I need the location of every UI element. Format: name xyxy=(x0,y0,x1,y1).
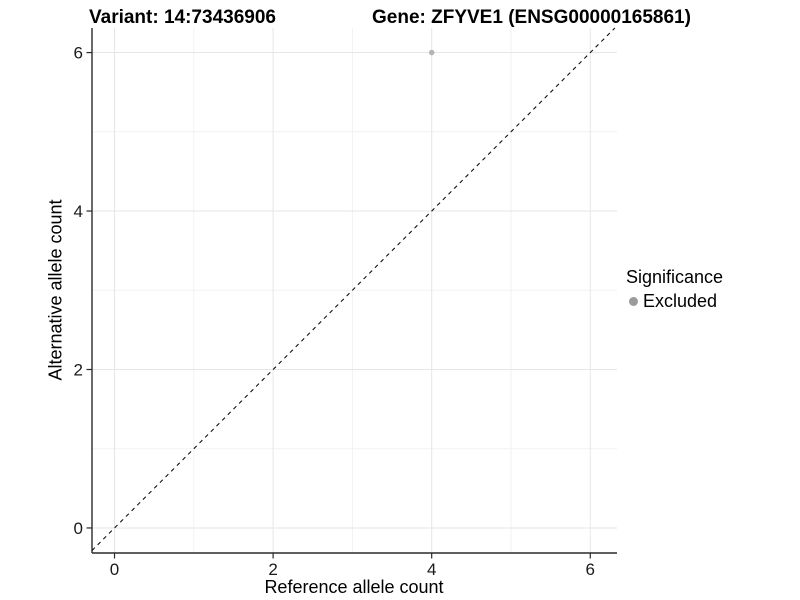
x-tick-label: 0 xyxy=(110,560,119,579)
variant-title: Variant: 14:73436906 xyxy=(89,7,276,28)
excluded-point-icon xyxy=(629,297,638,306)
legend-item: Excluded xyxy=(626,291,723,312)
y-tick-label: 6 xyxy=(74,44,83,63)
x-tick-label: 4 xyxy=(427,560,436,579)
y-axis-title: Alternative allele count xyxy=(45,199,66,381)
x-tick-label: 2 xyxy=(268,560,277,579)
identity-reference-line xyxy=(91,27,616,551)
legend-item-label: Excluded xyxy=(643,291,718,311)
y-tick-label: 0 xyxy=(74,519,83,538)
x-tick-label: 6 xyxy=(586,560,595,579)
gene-title: Gene: ZFYVE1 (ENSG00000165861) xyxy=(372,7,691,28)
legend-title: Significance xyxy=(626,267,724,287)
y-tick-label: 4 xyxy=(74,202,83,221)
y-tick-label: 2 xyxy=(74,360,83,379)
legend: Significance Excluded xyxy=(626,267,723,312)
data-point xyxy=(428,49,435,56)
x-axis-title: Reference allele count xyxy=(264,577,444,597)
